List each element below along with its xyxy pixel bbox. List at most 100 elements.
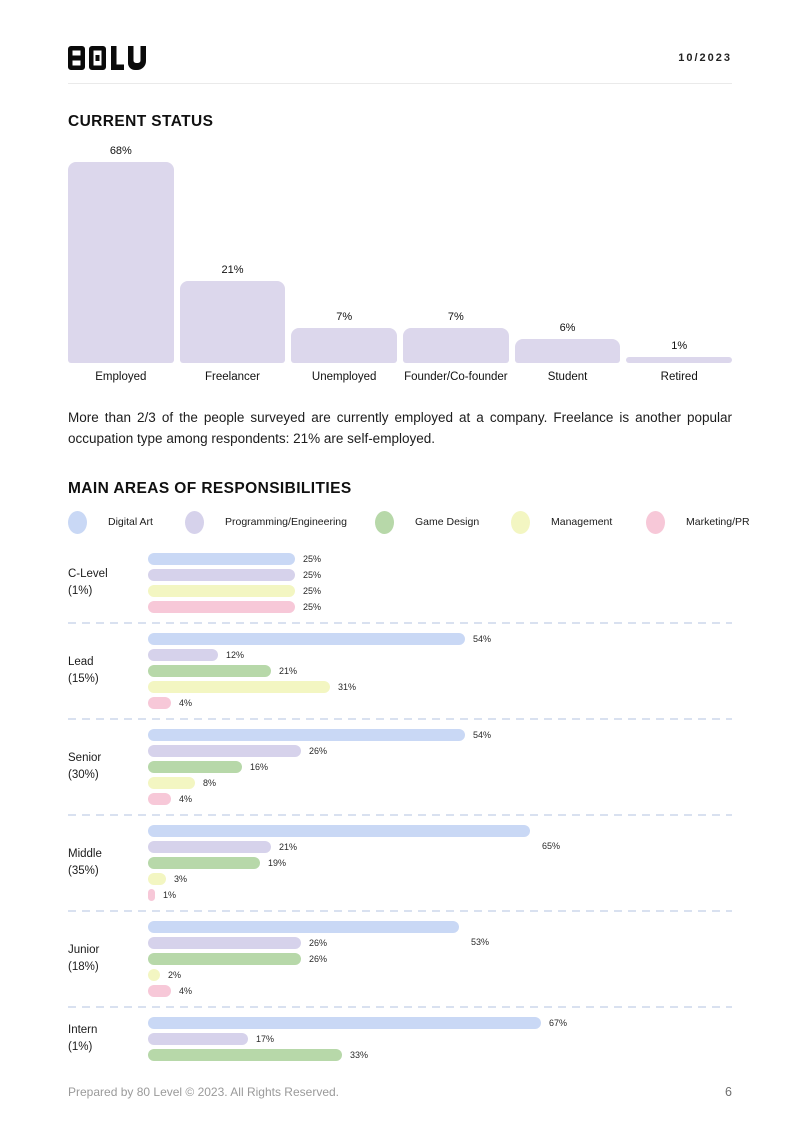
hbar-row: 67% — [148, 1015, 732, 1031]
status-bar-area: 68% — [68, 141, 174, 363]
hbar-row: 21% — [148, 663, 732, 679]
hbar-row: 4% — [148, 695, 732, 711]
hbar — [148, 584, 295, 597]
status-section-title: CURRENT STATUS — [68, 113, 214, 130]
status-bar — [514, 339, 621, 363]
legend-label: Marketing/PR — [686, 516, 750, 529]
legend-swatch — [646, 510, 665, 534]
bar-value-label: 19% — [268, 857, 287, 868]
hbar — [148, 824, 530, 837]
bar-value-label: 4% — [179, 697, 193, 708]
status-bar-group: 1% Retired — [626, 141, 733, 383]
status-bar-group: 7% Unemployed — [291, 141, 398, 383]
status-bar — [626, 357, 733, 363]
status-bar-area: 7% — [403, 141, 509, 363]
page-footer: Prepared by 80 Level © 2023. All Rights … — [68, 1085, 732, 1099]
bar-value-label: 25% — [303, 553, 322, 564]
hbar-row: 2% — [148, 967, 732, 983]
bar-value-label: 26% — [309, 937, 328, 948]
dashed-divider — [68, 909, 732, 912]
dashed-divider — [68, 1005, 732, 1008]
status-category-label: Student — [547, 371, 588, 383]
hbar-row: 12% — [148, 647, 732, 663]
legend-item: Game Design — [375, 510, 480, 534]
hbar — [148, 632, 465, 645]
status-bar-group: 6% Student — [514, 141, 621, 383]
hbar-row: 25% — [148, 567, 732, 583]
hbar — [148, 1016, 541, 1029]
group-share: (15%) — [68, 672, 99, 685]
bar-value-label: 33% — [350, 1049, 369, 1060]
hbar — [148, 552, 295, 565]
bar-value-label: 21% — [279, 841, 298, 852]
hbar-row: 26% — [148, 951, 732, 967]
legend-item: Marketing/PR — [646, 510, 750, 534]
group-share: (30%) — [68, 768, 99, 781]
group-share: (18%) — [68, 960, 99, 973]
issue-date: 10/2023 — [678, 52, 732, 64]
hbar-row: 1% — [148, 887, 732, 903]
responsibility-group: Lead (15%) 54% 12% 21% 31% 4% — [68, 624, 732, 718]
legend-label: Game Design — [415, 516, 480, 529]
status-bar — [403, 328, 509, 363]
hbar-row: 3% — [148, 871, 732, 887]
hbar — [148, 664, 271, 677]
hbar — [148, 776, 195, 789]
status-value-label: 68% — [109, 145, 132, 157]
group-share: (1%) — [68, 584, 93, 597]
hbar — [148, 696, 171, 709]
group-rows: 25% 25% 25% 25% — [148, 551, 732, 615]
status-bar-group: 68% Employed — [68, 141, 174, 383]
status-bar-group: 21% Freelancer — [179, 141, 286, 383]
status-value-label: 7% — [336, 311, 353, 323]
group-label: Middle (35%) — [68, 846, 148, 878]
status-category-label: Unemployed — [311, 371, 377, 383]
hbar — [148, 872, 166, 885]
hbar-row: 25% — [148, 551, 732, 567]
group-rows: 67% 17% 33% — [148, 1015, 732, 1063]
status-value-label: 6% — [559, 322, 576, 334]
bar-value-label: 25% — [303, 585, 322, 596]
group-label: Junior (18%) — [68, 942, 148, 974]
group-label: Senior (30%) — [68, 750, 148, 782]
hbar — [148, 1032, 248, 1045]
hbar — [148, 968, 160, 981]
legend-swatch — [375, 510, 394, 534]
group-label: C-Level (1%) — [68, 566, 148, 598]
hbar-row: 17% — [148, 1031, 732, 1047]
status-value-label: 1% — [671, 340, 688, 352]
legend-item: Management — [511, 510, 612, 534]
copyright-text: Prepared by 80 Level © 2023. All Rights … — [68, 1085, 339, 1099]
responsibility-group: C-Level (1%) 25% 25% 25% 25% — [68, 544, 732, 622]
status-value-label: 7% — [447, 311, 464, 323]
status-category-label: Founder/Co-founder — [404, 371, 508, 383]
bar-value-label: 21% — [279, 665, 298, 676]
legend-swatch — [511, 510, 530, 534]
hbar-row: 53% — [148, 919, 732, 947]
page-header: 10/2023 — [68, 0, 732, 70]
hbar — [148, 888, 155, 901]
hbar — [148, 568, 295, 581]
hbar-row: 33% — [148, 1047, 732, 1063]
bar-value-label: 31% — [338, 681, 357, 692]
page-number: 6 — [725, 1085, 732, 1099]
hbar-row: 65% — [148, 823, 732, 851]
legend-label: Digital Art — [108, 516, 153, 529]
group-rows: 54% 12% 21% 31% 4% — [148, 631, 732, 711]
bar-value-label: 53% — [471, 936, 490, 947]
bar-value-label: 16% — [250, 761, 269, 772]
responsibility-group: Middle (35%) 65% 21% 19% 3% 1% — [68, 816, 732, 910]
80lv-logo — [68, 46, 156, 70]
hbar-row: 21% — [148, 839, 732, 855]
hbar — [148, 792, 171, 805]
hbar — [148, 728, 465, 741]
bar-value-label: 1% — [163, 889, 177, 900]
hbar-row: 25% — [148, 599, 732, 615]
status-value-label: 21% — [221, 264, 244, 276]
hbar — [148, 744, 301, 757]
hbar-row: 8% — [148, 775, 732, 791]
hbar — [148, 648, 218, 661]
hbar-row: 16% — [148, 759, 732, 775]
group-label: Intern (1%) — [68, 1022, 148, 1054]
bar-value-label: 3% — [174, 873, 188, 884]
